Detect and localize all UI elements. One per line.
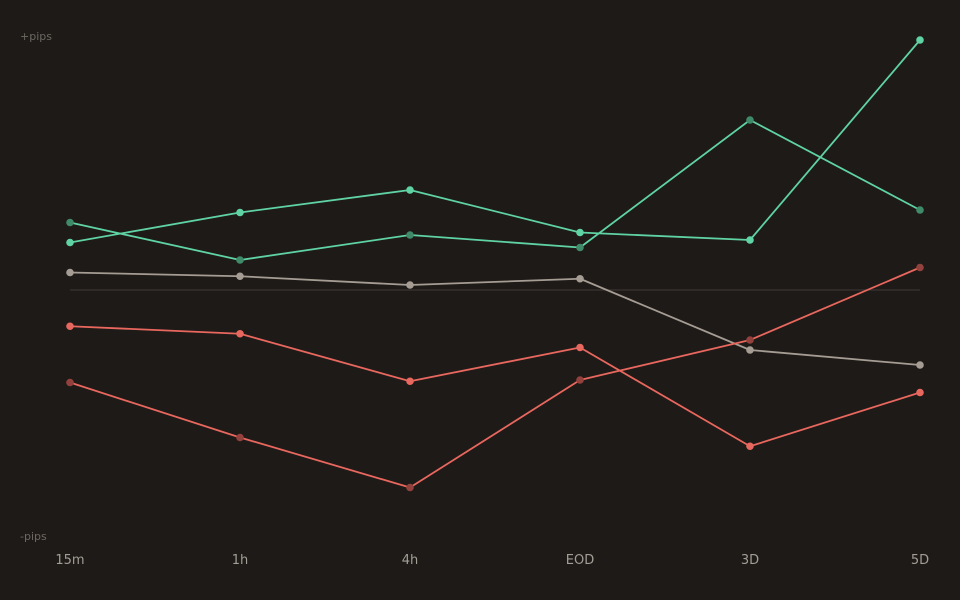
data-point [576,274,584,283]
data-point [916,263,924,272]
x-tick-label: EOD [566,553,594,568]
data-point [66,218,74,227]
x-tick-label: 15m [55,553,84,568]
data-point [406,483,414,492]
data-point [236,256,244,264]
series-line [69,119,921,261]
series-layer [66,36,924,492]
series-1 [66,36,924,247]
data-point [236,208,244,217]
data-point [576,376,584,384]
y-top-label: +pips [20,30,52,43]
x-tick-label: 3D [741,553,759,568]
series-line [69,39,921,244]
series-line [69,271,921,366]
series-2 [66,116,924,264]
x-tick-label: 5D [911,553,929,568]
series-3 [66,268,924,369]
data-point [236,433,244,442]
y-bottom-label: -pips [20,530,47,543]
series-5 [66,263,924,492]
data-point [746,336,754,344]
data-point [576,243,584,252]
data-point [746,442,754,451]
data-point [66,322,74,331]
data-point [916,206,924,214]
data-point [406,281,414,289]
series-4 [66,322,924,451]
data-point [236,272,244,281]
data-point [916,36,924,44]
data-point [746,346,754,354]
data-point [576,343,584,352]
x-tick-label: 4h [402,553,419,568]
series-line [69,325,921,448]
data-point [236,329,244,338]
data-point [406,186,414,194]
data-point [576,228,584,237]
data-point [746,116,754,124]
x-tick-label: 1h [232,553,249,568]
data-point [916,361,924,369]
data-point [66,378,74,387]
series-line [69,266,921,489]
data-point [406,231,414,239]
data-point [66,268,74,277]
data-point [746,236,754,244]
data-point [406,377,414,386]
data-point [66,238,74,247]
x-axis: 15m 1h 4h EOD 3D 5D [55,553,929,568]
data-point [916,388,924,397]
